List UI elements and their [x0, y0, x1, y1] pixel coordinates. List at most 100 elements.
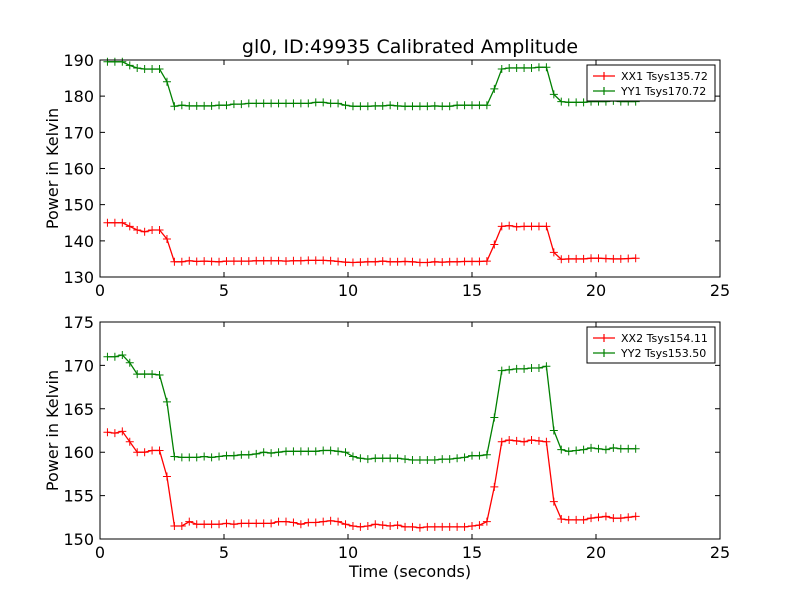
data-point-marker [148, 225, 157, 234]
data-point-marker [445, 102, 454, 111]
data-point-marker [162, 397, 171, 406]
data-point-marker [103, 352, 112, 361]
data-point-marker [564, 98, 573, 107]
data-point-marker [125, 222, 134, 231]
data-point-marker [222, 519, 231, 528]
data-point-marker [557, 255, 566, 264]
data-point-marker [311, 98, 320, 107]
legend-box [586, 326, 716, 364]
data-point-marker [423, 522, 432, 531]
data-point-marker [423, 102, 432, 111]
data-point-marker [423, 456, 432, 465]
data-point-marker [348, 102, 357, 111]
data-point-marker [170, 102, 179, 111]
y-tick-label: 175 [63, 313, 94, 332]
data-point-marker [207, 453, 216, 462]
data-point-marker [319, 446, 328, 455]
data-point-marker [587, 443, 596, 452]
data-point-marker [386, 454, 395, 463]
data-point-marker [289, 518, 298, 527]
data-point-marker [371, 520, 380, 529]
data-point-marker [267, 519, 276, 528]
data-point-marker [215, 452, 224, 461]
legend-entry-label: YY1 Tsys170.72 [620, 85, 706, 98]
data-point-marker [118, 218, 127, 227]
x-tick-label: 15 [462, 281, 482, 300]
data-point-marker [460, 453, 469, 462]
data-point-marker [616, 444, 625, 453]
y-tick-label: 140 [63, 232, 94, 251]
data-point-marker [393, 257, 402, 266]
data-point-marker [334, 257, 343, 266]
data-point-marker [244, 450, 253, 459]
data-point-marker [125, 358, 134, 367]
data-point-marker [482, 517, 491, 526]
data-point-marker [311, 256, 320, 265]
y-tick-label: 155 [63, 487, 94, 506]
series-line-0-0 [107, 222, 636, 264]
legend: XX2 Tsys154.11 YY2 Tsys153.50 [586, 326, 716, 364]
data-point-marker [140, 65, 149, 74]
data-point-marker [445, 522, 454, 531]
data-point-marker [557, 97, 566, 106]
data-point-marker [475, 101, 484, 110]
data-point-marker [118, 350, 127, 359]
data-point-marker [118, 427, 127, 436]
data-point-marker [601, 445, 610, 454]
data-point-marker [244, 519, 253, 528]
x-tick-label: 20 [586, 281, 606, 300]
data-point-marker [430, 456, 439, 465]
data-point-marker [624, 444, 633, 453]
data-point-marker [103, 218, 112, 227]
data-point-marker [378, 521, 387, 530]
data-point-marker [274, 99, 283, 108]
x-tick-label: 15 [462, 543, 482, 562]
data-point-marker [207, 257, 216, 266]
data-point-marker [110, 429, 119, 438]
data-point-marker [512, 436, 521, 445]
data-point-marker [542, 63, 551, 72]
legend-swatch [593, 72, 615, 80]
data-point-marker [341, 520, 350, 529]
data-point-marker [609, 254, 618, 263]
data-point-marker [393, 101, 402, 110]
y-tick-label: 150 [63, 196, 94, 215]
data-point-marker [482, 450, 491, 459]
data-point-marker [215, 257, 224, 266]
data-point-marker [415, 456, 424, 465]
data-point-marker [229, 520, 238, 529]
data-point-marker [594, 444, 603, 453]
data-point-marker [296, 520, 305, 529]
data-point-marker [460, 101, 469, 110]
data-point-marker [289, 447, 298, 456]
data-point-marker [490, 482, 499, 491]
y-axis-label: Power in Kelvin [43, 370, 62, 491]
data-point-marker [170, 452, 179, 461]
data-point-marker [601, 254, 610, 263]
data-point-marker [475, 257, 484, 266]
data-point-marker [200, 101, 209, 110]
data-point-marker [401, 102, 410, 111]
data-point-marker [497, 437, 506, 446]
data-point-marker [520, 437, 529, 446]
data-point-marker [177, 521, 186, 530]
y-axis-label: Power in Kelvin [43, 108, 62, 229]
legend: XX1 Tsys135.72 YY1 Tsys170.72 [586, 64, 716, 102]
y-tick-label: 190 [63, 51, 94, 70]
data-point-marker [185, 453, 194, 462]
data-point-marker [363, 257, 372, 266]
data-point-marker [215, 101, 224, 110]
data-point-marker [505, 221, 514, 230]
data-point-marker [304, 447, 313, 456]
data-point-marker [415, 523, 424, 532]
series-line-1-1 [107, 354, 636, 461]
data-point-marker [200, 452, 209, 461]
data-point-marker [438, 102, 447, 111]
data-point-marker [497, 65, 506, 74]
data-point-marker [148, 446, 157, 455]
data-point-marker [222, 257, 231, 266]
data-point-marker [609, 514, 618, 523]
data-point-marker [438, 258, 447, 267]
data-point-marker [356, 454, 365, 463]
